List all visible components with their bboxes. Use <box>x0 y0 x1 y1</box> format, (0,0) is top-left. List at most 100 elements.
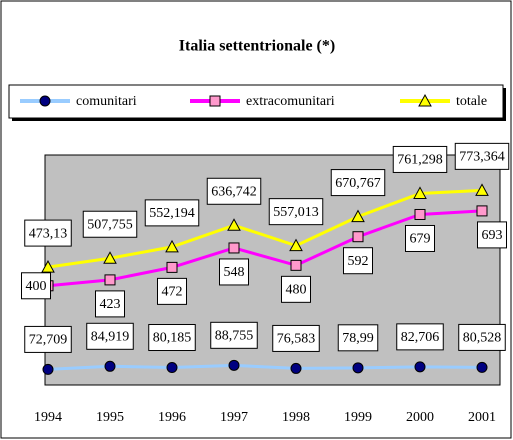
series-line <box>47 363 483 371</box>
data-label: 480 <box>281 275 311 303</box>
chart-title: Italia settentrionale (*) <box>179 38 335 55</box>
data-label: 636,742 <box>206 177 262 205</box>
data-label-text: 557,013 <box>273 205 319 220</box>
data-label-box <box>396 323 444 351</box>
data-label-text: 507,755 <box>87 217 133 232</box>
legend-label: totale <box>456 94 487 109</box>
data-label: 76,583 <box>272 324 320 352</box>
marker <box>41 260 55 273</box>
marker <box>166 362 178 374</box>
x-tick-label: 1998 <box>282 410 310 425</box>
data-label-text: 693 <box>482 228 503 243</box>
marker <box>103 251 117 264</box>
x-tick-label: 1994 <box>34 410 62 425</box>
data-label: 400 <box>21 272 51 300</box>
data-label-box <box>21 272 51 300</box>
marker <box>104 360 116 372</box>
data-label: 72,709 <box>24 325 72 353</box>
marker <box>476 361 488 373</box>
marker <box>166 261 178 273</box>
data-label-text: 76,583 <box>277 332 316 347</box>
data-label: 82,706 <box>396 323 444 351</box>
marker <box>39 95 51 107</box>
x-tick-label: 2000 <box>406 410 434 425</box>
data-label-box <box>268 198 324 226</box>
marker <box>352 231 364 243</box>
data-label-text: 592 <box>348 254 369 269</box>
data-label: 773,364 <box>454 142 510 170</box>
marker <box>418 93 432 107</box>
series-line <box>47 188 483 269</box>
data-label-box <box>454 142 510 170</box>
marker <box>351 209 365 223</box>
data-label: 552,194 <box>144 199 200 227</box>
data-label-text: 400 <box>26 279 47 294</box>
data-label-text: 72,709 <box>29 333 68 348</box>
data-label: 78,99 <box>337 324 379 352</box>
data-label-text: 472 <box>162 285 183 300</box>
data-label: 557,013 <box>268 198 324 226</box>
data-label-text: 82,706 <box>401 330 440 345</box>
data-label-box <box>343 247 373 275</box>
data-label-box <box>330 169 386 197</box>
marker <box>290 362 302 374</box>
data-label-box <box>95 290 125 318</box>
marker <box>228 242 240 254</box>
data-label-text: 773,364 <box>459 150 505 165</box>
marker <box>227 218 241 231</box>
data-label: 80,185 <box>148 324 196 352</box>
data-label-text: 548 <box>224 265 245 280</box>
data-label-text: 670,767 <box>335 176 381 191</box>
series-line <box>47 209 483 288</box>
marker <box>165 239 179 253</box>
marker <box>476 205 488 217</box>
data-label-box <box>157 277 187 305</box>
legend-label: comunitari <box>76 94 137 109</box>
data-label: 592 <box>343 247 373 275</box>
data-label-box <box>477 221 507 249</box>
data-label-text: 88,755 <box>215 329 254 344</box>
data-label: 423 <box>95 290 125 318</box>
data-label-box <box>24 219 72 247</box>
data-label-text: 80,528 <box>463 331 502 346</box>
marker <box>289 238 303 252</box>
marker <box>209 95 221 107</box>
data-label-text: 761,298 <box>397 153 443 168</box>
data-label: 679 <box>405 224 435 252</box>
marker <box>42 363 54 375</box>
data-label-box <box>86 322 134 350</box>
data-label-text: 423 <box>100 297 121 312</box>
data-label: 670,767 <box>330 169 386 197</box>
marker <box>104 274 116 286</box>
data-label: 507,755 <box>82 210 138 238</box>
marker <box>352 362 364 374</box>
marker <box>228 359 240 371</box>
marker <box>290 259 302 271</box>
data-label: 693 <box>477 221 507 249</box>
marker <box>414 361 426 373</box>
data-label-box <box>392 145 448 173</box>
data-label-text: 480 <box>286 283 307 298</box>
data-label: 84,919 <box>86 322 134 350</box>
data-label-text: 636,742 <box>211 184 257 199</box>
data-label: 473,13 <box>24 219 72 247</box>
data-label-box <box>144 199 200 227</box>
data-label-text: 679 <box>410 232 431 247</box>
data-label: 761,298 <box>392 145 448 173</box>
marker <box>413 186 427 199</box>
legend-label: extracomunitari <box>246 94 335 109</box>
data-label-box <box>148 324 196 352</box>
data-label-box <box>206 177 262 205</box>
data-label: 88,755 <box>210 321 258 349</box>
x-tick-label: 1997 <box>220 410 248 425</box>
data-label-box <box>24 325 72 353</box>
data-label-box <box>210 321 258 349</box>
data-label-box <box>219 258 249 286</box>
data-label: 80,528 <box>458 323 506 351</box>
data-label-box <box>272 324 320 352</box>
marker <box>475 183 489 196</box>
data-label: 472 <box>157 277 187 305</box>
x-tick-label: 1996 <box>158 410 186 425</box>
data-label-text: 78,99 <box>342 331 374 346</box>
data-label-text: 552,194 <box>149 206 195 221</box>
